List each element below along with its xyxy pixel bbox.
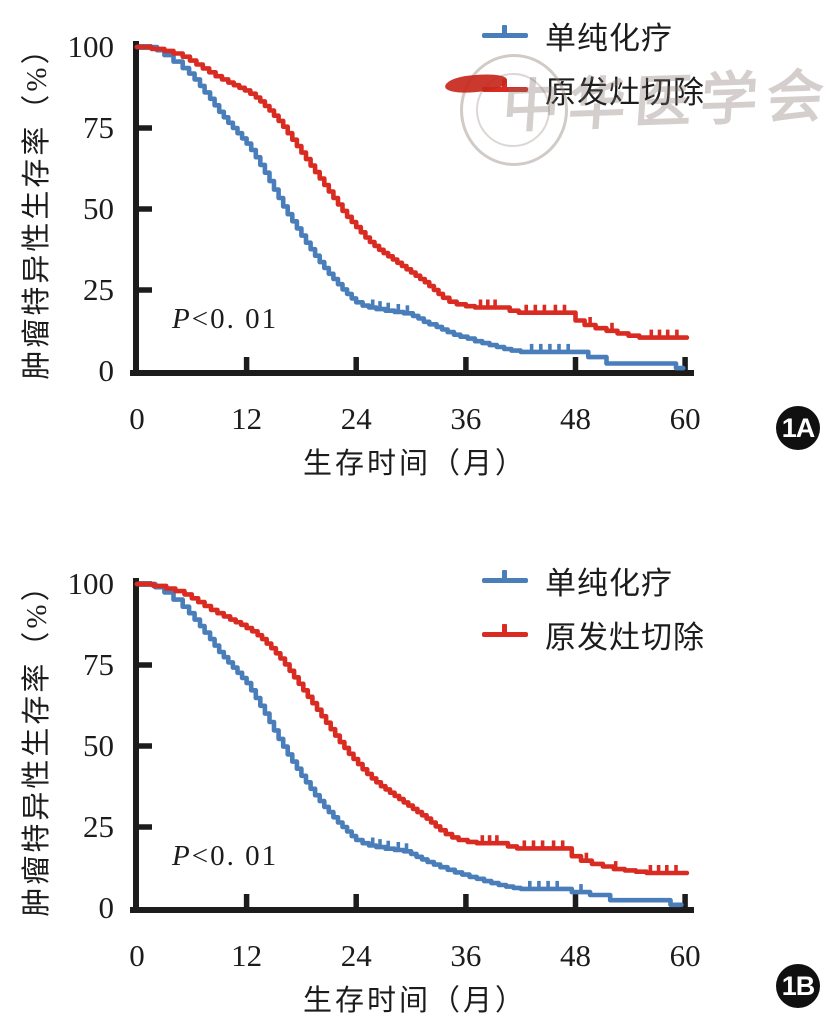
y-tick-label: 100 [67,566,115,601]
legend-item-resection: 原发灶切除 [482,62,705,116]
figure-badge-1b: 1B [776,964,820,1008]
x-tick-label: 60 [669,938,701,973]
x-tick-label: 36 [450,938,482,973]
legend: 单纯化疗 原发灶切除 [482,553,705,661]
legend-label-chemo: 单纯化疗 [545,565,673,601]
y-tick-label: 50 [83,728,114,763]
legend-item-chemo: 单纯化疗 [482,8,705,62]
y-tick-label: 25 [83,272,114,307]
legend-item-chemo: 单纯化疗 [482,553,705,607]
survival-curve [134,581,690,876]
x-tick-label: 60 [669,401,701,436]
p-value-label: P<0. 01 [172,303,279,335]
resection-line-icon [482,623,528,637]
chemo-line-icon [482,24,528,38]
km-plot-1a [130,41,694,376]
y-tick-label: 25 [83,809,114,844]
x-tick-label: 48 [560,401,591,436]
survival-curve [134,44,690,340]
figure-badge-1a: 1A [776,406,820,450]
x-tick-label: 12 [231,401,263,436]
survival-curve [134,44,686,371]
x-tick-label: 36 [450,401,482,436]
x-axis-title: 生存时间（月） [302,448,527,480]
legend-label-resection: 原发灶切除 [545,74,705,110]
y-tick-label: 0 [98,890,115,925]
x-tick-label: 48 [560,938,591,973]
y-tick-label: 100 [67,29,115,64]
x-tick-label: 12 [231,938,263,973]
y-tick-label: 75 [83,647,114,682]
km-plot-1b [130,578,694,913]
survival-curve [134,581,684,908]
legend: 单纯化疗 原发灶切除 [482,8,705,116]
legend-label-chemo: 单纯化疗 [545,20,673,56]
legend-item-resection: 原发灶切除 [482,607,705,661]
y-tick-label: 75 [83,110,114,145]
y-tick-label: 0 [98,353,115,388]
x-tick-label: 0 [129,401,145,436]
x-tick-label: 0 [129,938,145,973]
p-value-label: P<0. 01 [172,840,279,872]
y-tick-label: 50 [83,191,114,226]
chart-1a: 肿瘤特异性生存率（%） 100 75 50 25 0 0 12 24 36 48 60 生存时间（… [21,8,828,481]
x-tick-label: 24 [340,938,372,973]
x-axis-title: 生存时间（月） [302,985,527,1017]
chemo-line-icon [482,569,528,583]
x-tick-label: 24 [340,401,372,436]
legend-label-resection: 原发灶切除 [545,619,705,655]
chart-1b: 肿瘤特异性生存率（%） 100 75 50 25 0 0 12 24 36 48 60 生存时间（… [0,537,828,1026]
resection-line-icon [482,78,528,92]
